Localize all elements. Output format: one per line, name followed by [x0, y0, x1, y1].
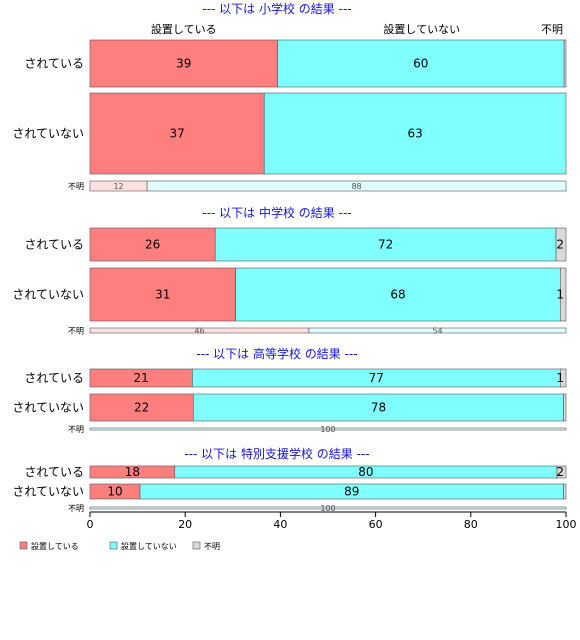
row-label: されていない: [12, 127, 84, 141]
row-label: 不明: [68, 182, 84, 191]
bar-segment: [89, 506, 567, 510]
bar-segment: [89, 427, 567, 431]
panel-title: --- 以下は 小学校 の結果 ---: [202, 1, 351, 16]
data-label: 12: [113, 182, 123, 191]
bar-segment: [555, 227, 567, 262]
x-tick-label: 100: [556, 518, 577, 531]
column-header: 設置していない: [383, 22, 460, 36]
data-label: 63: [407, 127, 422, 141]
x-tick-label: 80: [464, 518, 478, 531]
bar-segment: [556, 465, 567, 479]
x-tick-label: 60: [369, 518, 383, 531]
data-label: 46: [194, 327, 204, 336]
data-label: 54: [432, 327, 442, 336]
row-label: 不明: [68, 425, 84, 434]
x-tick-label: 40: [273, 518, 287, 531]
data-label: 68: [390, 288, 405, 302]
data-label: 10: [107, 485, 122, 499]
bar-segment: [563, 393, 567, 422]
row-label: されている: [24, 465, 84, 479]
panel-title: --- 以下は 特別支援学校 の結果 ---: [184, 446, 369, 461]
data-label: 88: [351, 182, 361, 191]
panel-title: --- 以下は 高等学校 の結果 ---: [196, 346, 357, 361]
row-label: 不明: [68, 504, 84, 513]
data-label: 80: [358, 465, 373, 479]
bar-segment: [89, 393, 194, 422]
data-label: 21: [134, 371, 149, 385]
bar-segment: [559, 267, 567, 322]
legend-swatch: [19, 541, 28, 550]
bar-segment: [89, 39, 278, 88]
bar-segment: [214, 227, 557, 262]
data-label: 1: [556, 371, 564, 385]
data-label: 89: [344, 485, 359, 499]
row-label: されている: [24, 57, 84, 71]
x-tick-label: 20: [178, 518, 192, 531]
bar-segment: [263, 92, 567, 175]
bar-segment: [89, 267, 236, 322]
legend-label: 不明: [204, 542, 220, 551]
bar-segment: [559, 368, 567, 388]
legend-label: 設置していない: [121, 541, 177, 551]
data-label: 18: [125, 465, 140, 479]
data-label: 31: [155, 288, 170, 302]
legend-swatch: [109, 541, 118, 550]
row-label: されている: [24, 238, 84, 252]
data-label: 39: [176, 57, 191, 71]
bar-segment: [563, 39, 567, 88]
panel-title: --- 以下は 中学校 の結果 ---: [202, 205, 351, 220]
bar-segment: [146, 180, 567, 192]
bar-segment: [308, 327, 567, 334]
data-label: 77: [369, 371, 384, 385]
data-label: 1: [556, 288, 564, 302]
data-label: 100: [320, 425, 335, 434]
data-label: 2: [556, 238, 564, 252]
bar-segment: [563, 483, 567, 500]
legend-swatch: [192, 541, 201, 550]
data-label: 60: [413, 57, 428, 71]
x-tick-label: 0: [87, 518, 94, 531]
column-header: 不明: [541, 23, 563, 36]
bar-segment: [89, 92, 265, 175]
row-label: されていない: [12, 288, 84, 302]
data-label: 37: [169, 127, 184, 141]
data-label: 72: [378, 238, 393, 252]
column-header: 設置している: [151, 22, 217, 36]
data-label: 22: [134, 401, 149, 415]
legend-label: 設置している: [31, 541, 79, 551]
data-label: 100: [320, 504, 335, 513]
row-label: 不明: [68, 327, 84, 336]
data-label: 2: [556, 465, 564, 479]
row-label: されていない: [12, 401, 84, 415]
bar-segment: [277, 39, 565, 88]
bar-segment: [89, 227, 216, 262]
row-label: されている: [24, 371, 84, 385]
data-label: 78: [371, 401, 386, 415]
row-label: されていない: [12, 485, 84, 499]
data-label: 26: [145, 238, 160, 252]
